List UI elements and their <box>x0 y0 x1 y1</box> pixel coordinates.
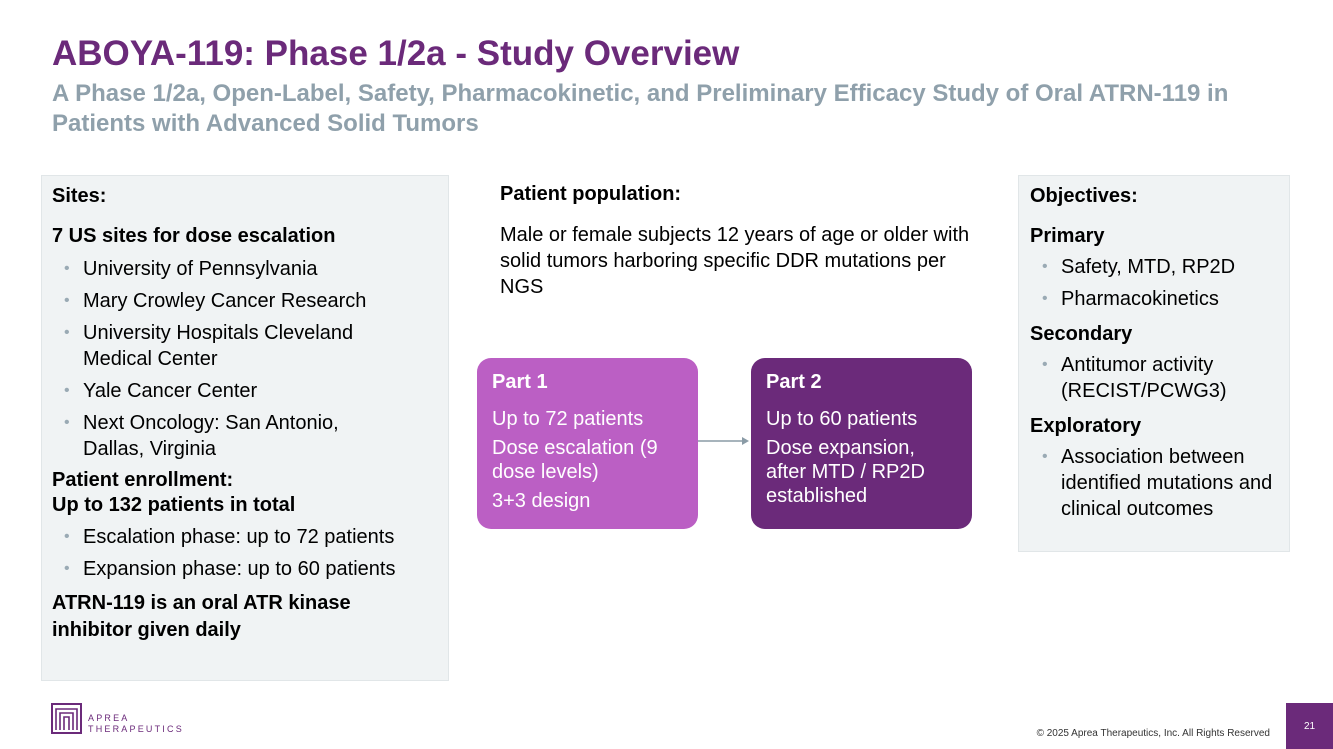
population-heading: Patient population: <box>500 183 682 205</box>
list-item: Association between identified mutations… <box>1030 444 1280 522</box>
sites-panel: Sites: 7 US sites for dose escalation Un… <box>41 175 449 681</box>
list-item: Safety, MTD, RP2D <box>1030 254 1289 280</box>
drug-note: ATRN-119 is an oral ATR kinase inhibitor… <box>52 592 351 641</box>
list-item: Pharmacokinetics <box>1030 286 1289 312</box>
list-item: Yale Cancer Center <box>52 378 448 404</box>
part1-design: 3+3 design <box>492 490 591 512</box>
primary-heading: Primary <box>1030 225 1105 247</box>
list-item: Mary Crowley Cancer Research <box>52 288 448 314</box>
list-item: Next Oncology: San Antonio, Dallas, Virg… <box>52 410 392 462</box>
objectives-panel: Objectives: Primary Safety, MTD, RP2D Ph… <box>1018 175 1290 552</box>
secondary-heading: Secondary <box>1030 323 1133 345</box>
logo-line2: THERAPEUTICS <box>88 724 184 734</box>
list-item: University Hospitals Cleveland Medical C… <box>52 320 402 372</box>
logo-line1: APREA <box>88 713 130 723</box>
page-number: 21 <box>1286 703 1333 749</box>
part2-expansion: Dose expansion, after MTD / RP2D establi… <box>766 437 925 507</box>
list-item: Antitumor activity (RECIST/PCWG3) <box>1030 352 1245 404</box>
sites-list: University of Pennsylvania Mary Crowley … <box>52 256 448 462</box>
population-text: Male or female subjects 12 years of age … <box>500 224 970 298</box>
part2-title: Part 2 <box>766 371 822 393</box>
list-item: University of Pennsylvania <box>52 256 448 282</box>
enrollment-heading: Patient enrollment: <box>52 469 234 491</box>
slide-title: ABOYA-119: Phase 1/2a - Study Overview <box>52 34 740 73</box>
objectives-heading: Objectives: <box>1030 185 1138 207</box>
exploratory-list: Association between identified mutations… <box>1030 444 1289 522</box>
enrollment-total: Up to 132 patients in total <box>52 494 296 516</box>
part1-title: Part 1 <box>492 371 548 393</box>
secondary-list: Antitumor activity (RECIST/PCWG3) <box>1030 352 1289 404</box>
part2-box: Part 2 Up to 60 patients Dose expansion,… <box>751 358 972 529</box>
part1-escalation: Dose escalation (9 dose levels) <box>492 437 658 483</box>
copyright-text: © 2025 Aprea Therapeutics, Inc. All Righ… <box>1036 728 1270 739</box>
list-item: Escalation phase: up to 72 patients <box>52 524 448 550</box>
exploratory-heading: Exploratory <box>1030 415 1142 437</box>
list-item: Expansion phase: up to 60 patients <box>52 556 448 582</box>
population-section: Patient population: Male or female subje… <box>500 181 970 300</box>
primary-list: Safety, MTD, RP2D Pharmacokinetics <box>1030 254 1289 312</box>
sites-heading: Sites: <box>52 185 107 207</box>
enrollment-list: Escalation phase: up to 72 patients Expa… <box>52 524 448 582</box>
aprea-logo-icon <box>51 703 82 734</box>
part1-box: Part 1 Up to 72 patients Dose escalation… <box>477 358 698 529</box>
flow-arrow-icon <box>698 437 749 445</box>
part1-patients: Up to 72 patients <box>492 408 644 430</box>
slide-subtitle: A Phase 1/2a, Open-Label, Safety, Pharma… <box>52 80 1229 137</box>
logo-text: APREA THERAPEUTICS <box>88 713 184 735</box>
part2-patients: Up to 60 patients <box>766 408 918 430</box>
escalation-sites-heading: 7 US sites for dose escalation <box>52 225 336 247</box>
